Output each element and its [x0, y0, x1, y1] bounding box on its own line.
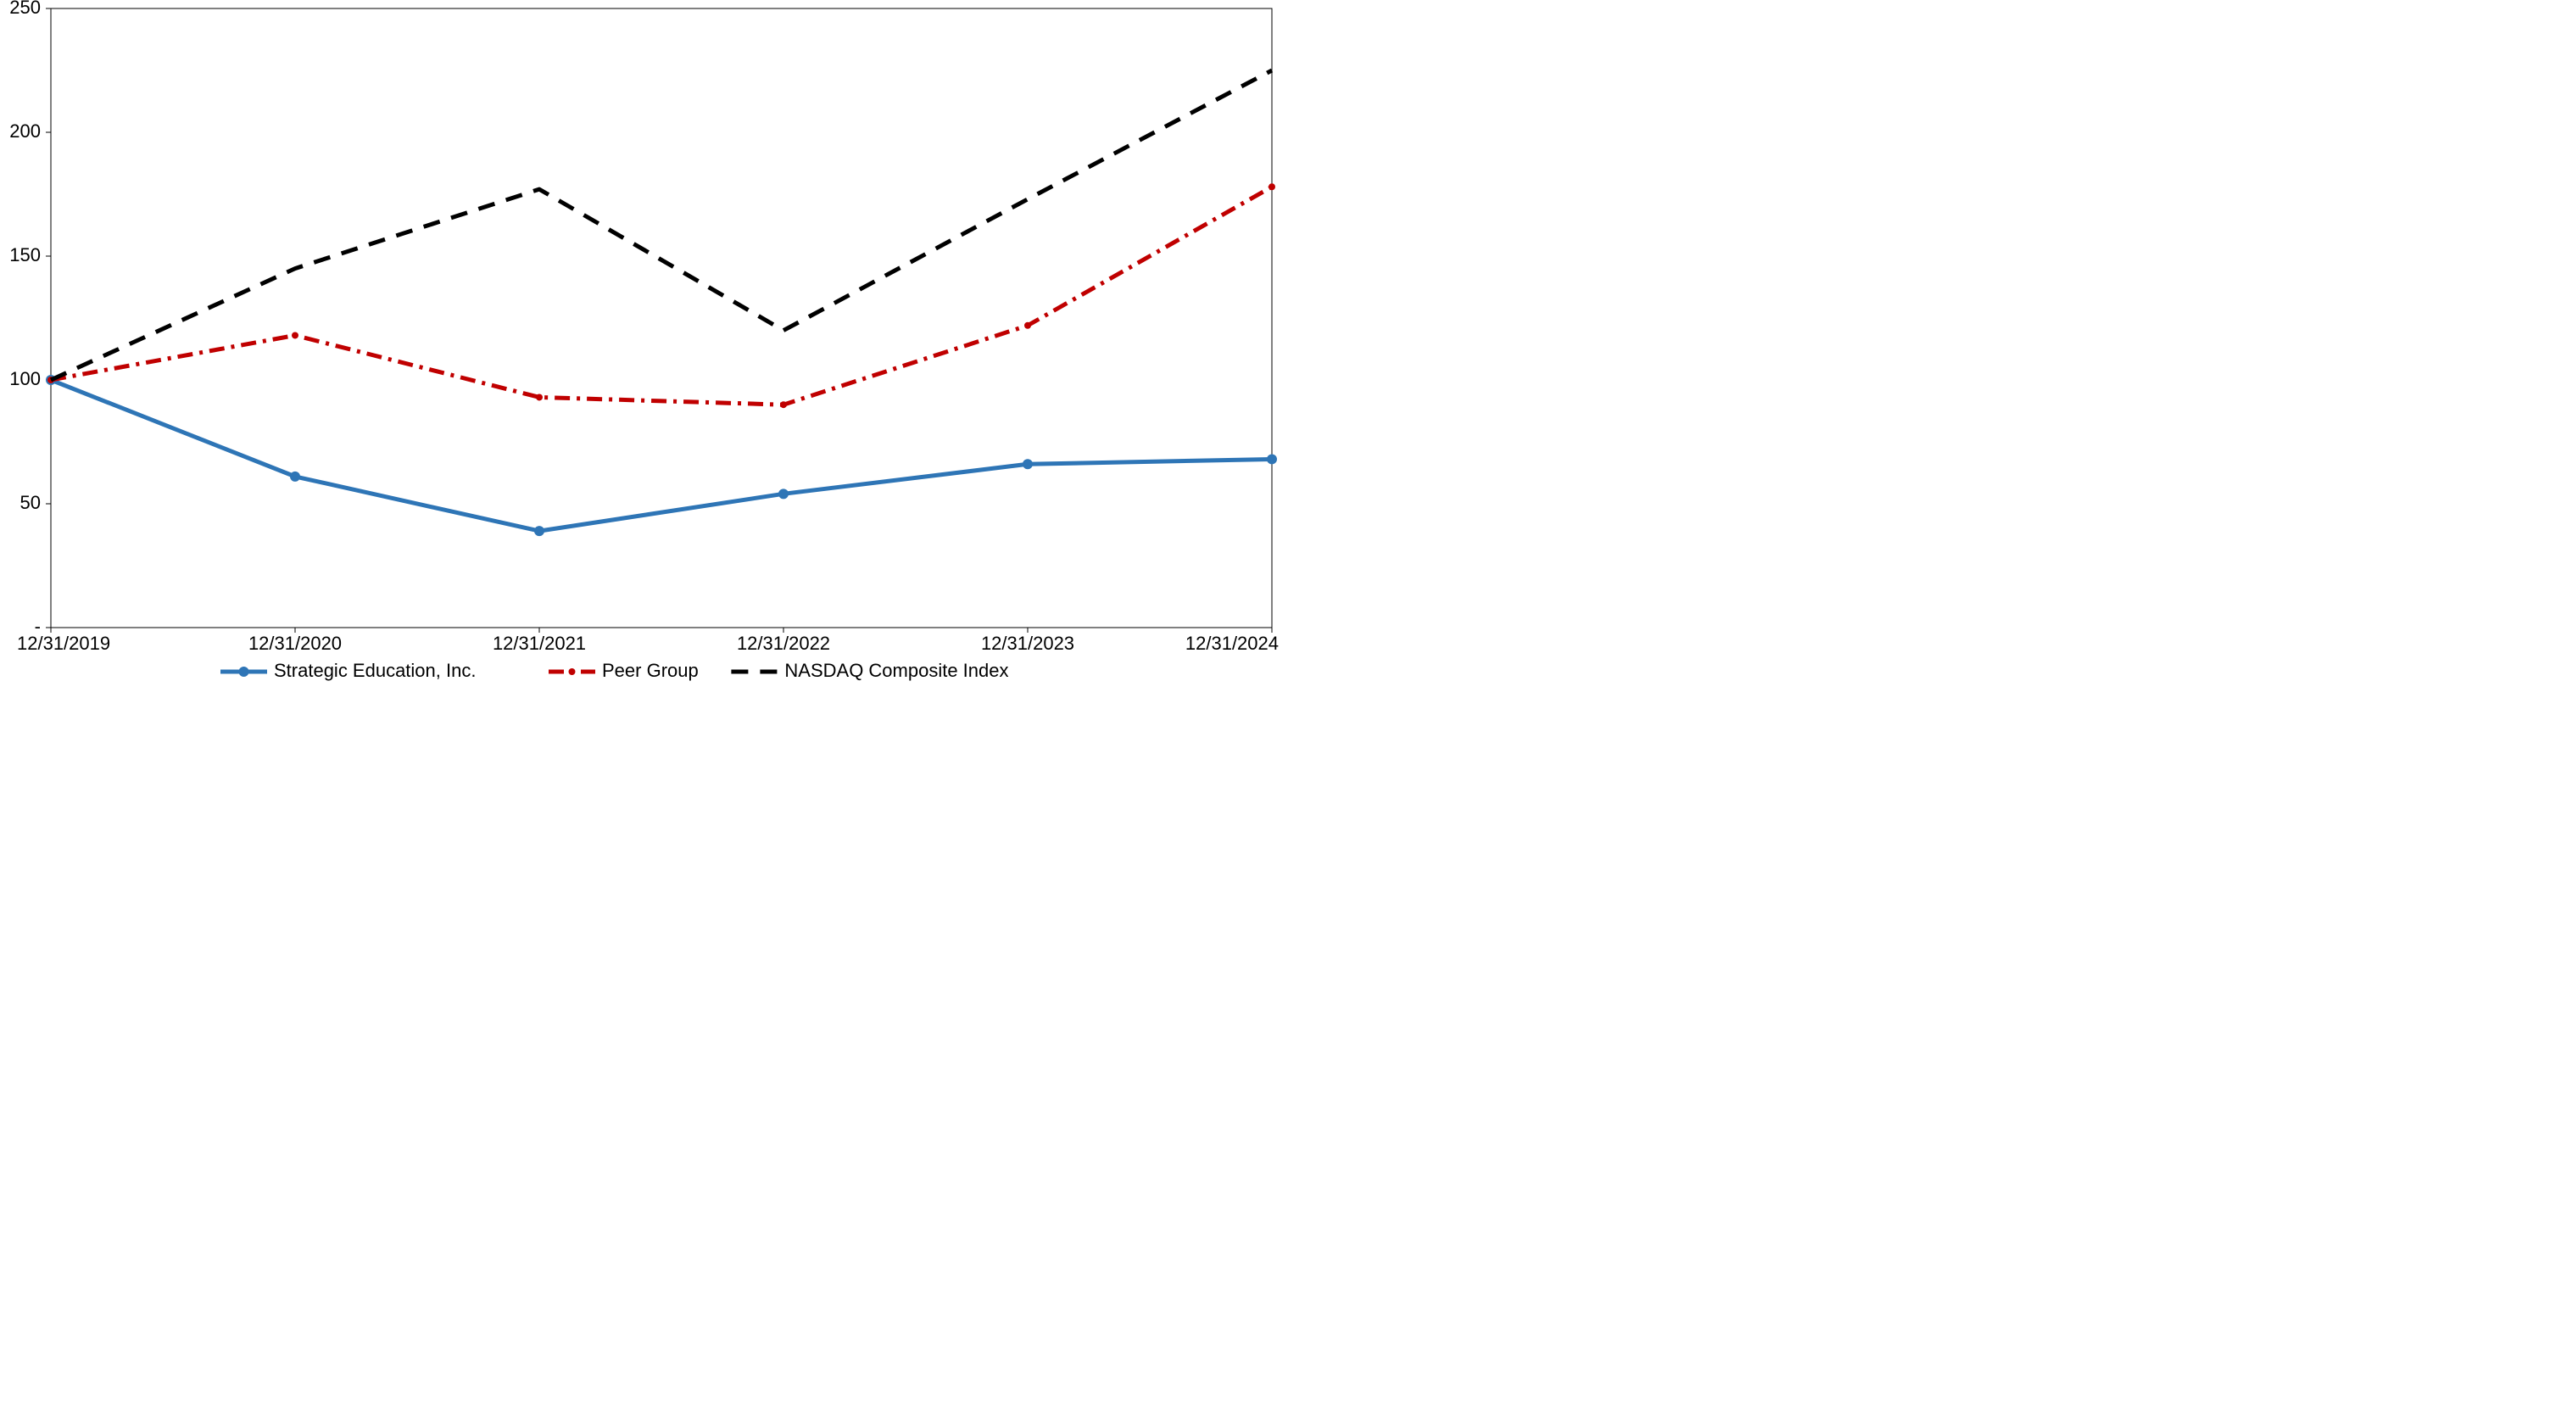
- y-tick-label: 250: [9, 0, 41, 18]
- x-tick-label: 12/31/2019: [17, 633, 110, 654]
- x-tick-label: 12/31/2024: [1185, 633, 1279, 654]
- x-tick-label: 12/31/2022: [737, 633, 830, 654]
- x-tick-label: 12/31/2021: [493, 633, 586, 654]
- series-marker-strategic_education: [534, 526, 544, 536]
- legend-label-nasdaq: NASDAQ Composite Index: [784, 660, 1008, 681]
- line-chart: -5010015020025012/31/201912/31/202012/31…: [0, 0, 1288, 709]
- x-tick-label: 12/31/2020: [248, 633, 342, 654]
- series-marker-peer_group: [292, 332, 298, 338]
- legend-label-strategic_education: Strategic Education, Inc.: [274, 660, 476, 681]
- y-tick-label: 100: [9, 368, 41, 389]
- series-marker-strategic_education: [1023, 459, 1033, 469]
- y-tick-label: 200: [9, 120, 41, 142]
- legend-marker-peer_group: [569, 668, 576, 675]
- series-marker-strategic_education: [290, 472, 300, 482]
- x-tick-label: 12/31/2023: [981, 633, 1074, 654]
- series-marker-strategic_education: [1267, 454, 1277, 464]
- legend-label-peer_group: Peer Group: [602, 660, 699, 681]
- y-tick-label: 150: [9, 244, 41, 265]
- series-marker-peer_group: [780, 401, 787, 408]
- series-marker-strategic_education: [778, 488, 789, 499]
- series-marker-peer_group: [1268, 183, 1275, 190]
- series-marker-peer_group: [1024, 322, 1031, 329]
- legend-marker-strategic_education: [239, 667, 249, 677]
- y-tick-label: 50: [20, 492, 41, 513]
- chart-svg: -5010015020025012/31/201912/31/202012/31…: [0, 0, 1288, 709]
- series-marker-peer_group: [536, 394, 543, 400]
